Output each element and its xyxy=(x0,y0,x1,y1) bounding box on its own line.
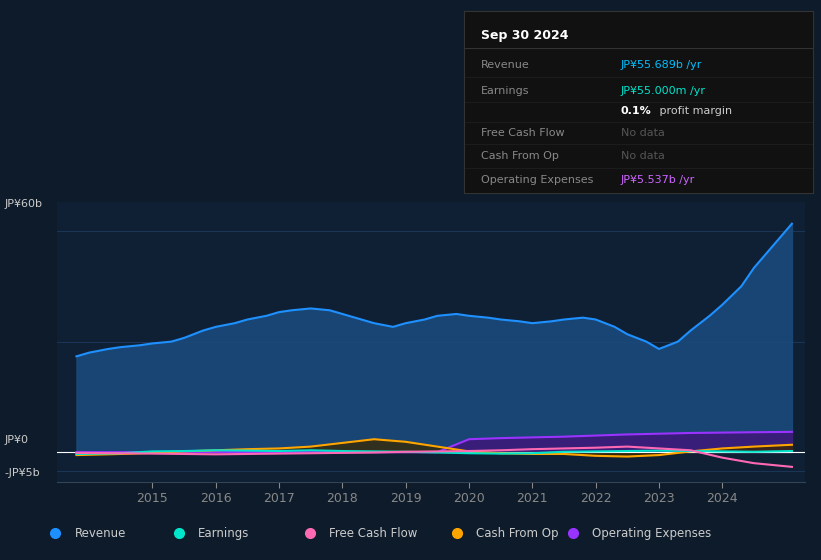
Text: Earnings: Earnings xyxy=(481,86,530,96)
Text: JP¥60b: JP¥60b xyxy=(4,199,42,209)
Text: JP¥5.537b /yr: JP¥5.537b /yr xyxy=(621,175,695,185)
Text: -JP¥5b: -JP¥5b xyxy=(4,468,39,478)
Text: No data: No data xyxy=(621,151,665,161)
Text: Operating Expenses: Operating Expenses xyxy=(481,175,594,185)
Text: Operating Expenses: Operating Expenses xyxy=(592,527,711,540)
Text: Earnings: Earnings xyxy=(199,527,250,540)
Text: Cash From Op: Cash From Op xyxy=(481,151,559,161)
Text: Free Cash Flow: Free Cash Flow xyxy=(329,527,418,540)
Text: profit margin: profit margin xyxy=(656,106,732,116)
Text: JP¥55.000m /yr: JP¥55.000m /yr xyxy=(621,86,706,96)
Text: Sep 30 2024: Sep 30 2024 xyxy=(481,30,569,43)
Text: JP¥0: JP¥0 xyxy=(4,435,28,445)
Text: Cash From Op: Cash From Op xyxy=(476,527,558,540)
Text: No data: No data xyxy=(621,128,665,138)
Text: Revenue: Revenue xyxy=(75,527,126,540)
Text: JP¥55.689b /yr: JP¥55.689b /yr xyxy=(621,60,702,71)
Text: Revenue: Revenue xyxy=(481,60,530,71)
Text: 0.1%: 0.1% xyxy=(621,106,652,116)
Text: Free Cash Flow: Free Cash Flow xyxy=(481,128,565,138)
